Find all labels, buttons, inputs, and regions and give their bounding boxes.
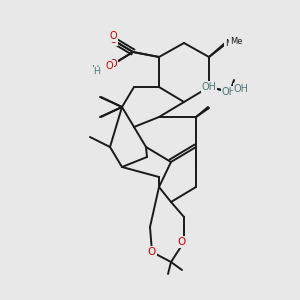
Text: H: H (94, 68, 100, 76)
Text: O: O (105, 61, 113, 71)
Text: O: O (148, 247, 156, 257)
Text: OH: OH (202, 82, 217, 92)
Text: Me: Me (230, 38, 242, 46)
Text: O: O (109, 31, 117, 41)
Text: O: O (109, 59, 117, 69)
Text: OH: OH (221, 87, 236, 97)
Text: OH: OH (234, 84, 249, 94)
Text: Me: Me (225, 38, 239, 47)
Text: O: O (109, 35, 117, 45)
Text: O: O (178, 237, 186, 247)
Text: H: H (92, 65, 100, 75)
